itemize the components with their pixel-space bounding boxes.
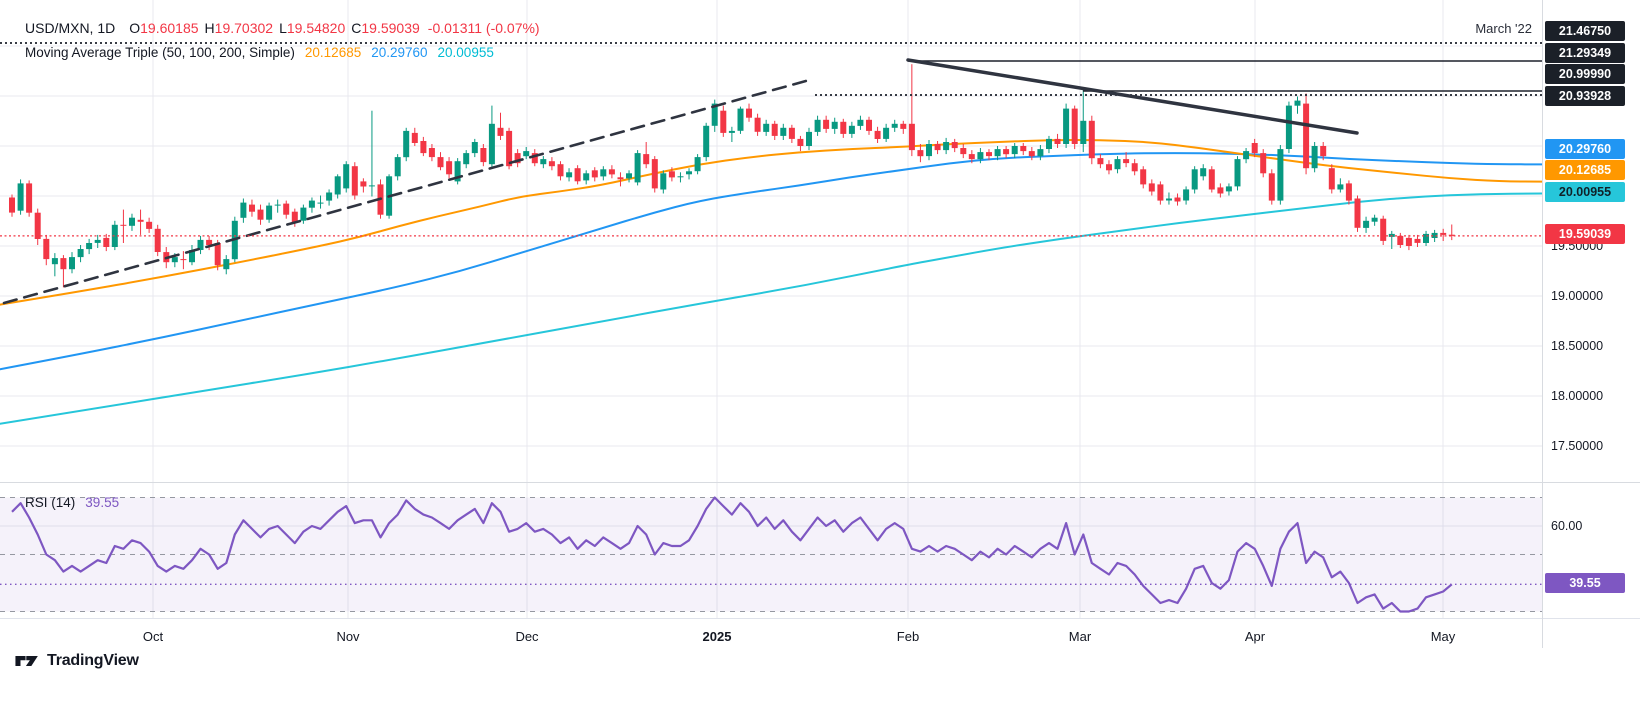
high-value: 19.70302 xyxy=(214,20,274,36)
price-axis[interactable]: 19.50000 19.00000 18.50000 18.00000 17.50000… xyxy=(1543,0,1640,648)
level-price-badge: 21.46750 xyxy=(1545,21,1625,41)
indicator-legend: Moving Average Triple (50, 100, 200, Sim… xyxy=(25,45,494,60)
time-axis-label-apr: Apr xyxy=(1244,629,1266,644)
ma50-value: 20.12685 xyxy=(304,45,362,60)
symbol-title[interactable]: USD/MXN, 1D xyxy=(25,20,116,36)
tradingview-logo-icon xyxy=(15,655,38,667)
price-axis-separator xyxy=(1542,0,1543,648)
time-axis-label-feb: Feb xyxy=(896,629,920,644)
level-price-badge: 20.99990 xyxy=(1545,64,1625,84)
price-tick: 18.00000 xyxy=(1551,389,1604,403)
time-axis-label-nov: Nov xyxy=(336,629,360,644)
rsi-title[interactable]: RSI (14) xyxy=(25,495,76,510)
rsi-value: 39.55 xyxy=(85,495,120,510)
level-price-badge: 20.93928 xyxy=(1545,86,1625,106)
time-axis-label-2025: 2025 xyxy=(702,629,732,644)
rsi-value-badge: 39.55 xyxy=(1545,573,1625,593)
change-value: -0.01311 (-0.07%) xyxy=(427,20,540,36)
indicator-title[interactable]: Moving Average Triple (50, 100, 200, Sim… xyxy=(25,45,295,60)
high-label: H xyxy=(204,20,215,36)
ma100-value: 20.29760 xyxy=(371,45,428,60)
ma-price-badge: 20.29760 xyxy=(1545,139,1625,159)
time-axis-label-may: May xyxy=(1430,629,1456,644)
time-axis-label-mar: Mar xyxy=(1068,629,1092,644)
time-axis[interactable]: Oct Nov Dec 2025 Feb Mar Apr May xyxy=(0,618,1542,648)
close-value: 19.59039 xyxy=(361,20,420,36)
ma-price-badge: 20.12685 xyxy=(1545,160,1625,180)
open-value: 19.60185 xyxy=(140,20,199,36)
low-value: 19.54820 xyxy=(286,20,346,36)
main-chart-canvas[interactable] xyxy=(0,0,1542,648)
open-label: O xyxy=(129,20,141,36)
time-axis-label-dec: Dec xyxy=(515,629,539,644)
price-tick: 19.00000 xyxy=(1551,289,1604,303)
ma200-value: 20.00955 xyxy=(437,45,494,60)
close-label: C xyxy=(351,20,362,36)
rsi-tick: 60.00 xyxy=(1551,519,1583,533)
tradingview-logo-text: TradingView xyxy=(47,652,139,669)
level-date-label: March '22 xyxy=(1475,21,1532,36)
pane-separator[interactable] xyxy=(0,482,1640,483)
time-axis-separator xyxy=(0,618,1640,619)
symbol-legend: USD/MXN, 1D O19.60185 H19.70302 L19.54820 C1… xyxy=(25,20,540,36)
price-tick: 18.50000 xyxy=(1551,339,1604,353)
price-tick: 17.50000 xyxy=(1551,439,1604,453)
tradingview-logo[interactable]: TradingView xyxy=(14,650,139,672)
time-axis-label-oct: Oct xyxy=(142,629,164,644)
ma-price-badge: 20.00955 xyxy=(1545,182,1625,202)
level-price-badge: 21.29349 xyxy=(1545,43,1625,63)
rsi-legend: RSI (14) 39.55 xyxy=(25,495,119,510)
low-label: L xyxy=(279,20,287,36)
last-price-badge: 19.59039 xyxy=(1545,224,1625,244)
